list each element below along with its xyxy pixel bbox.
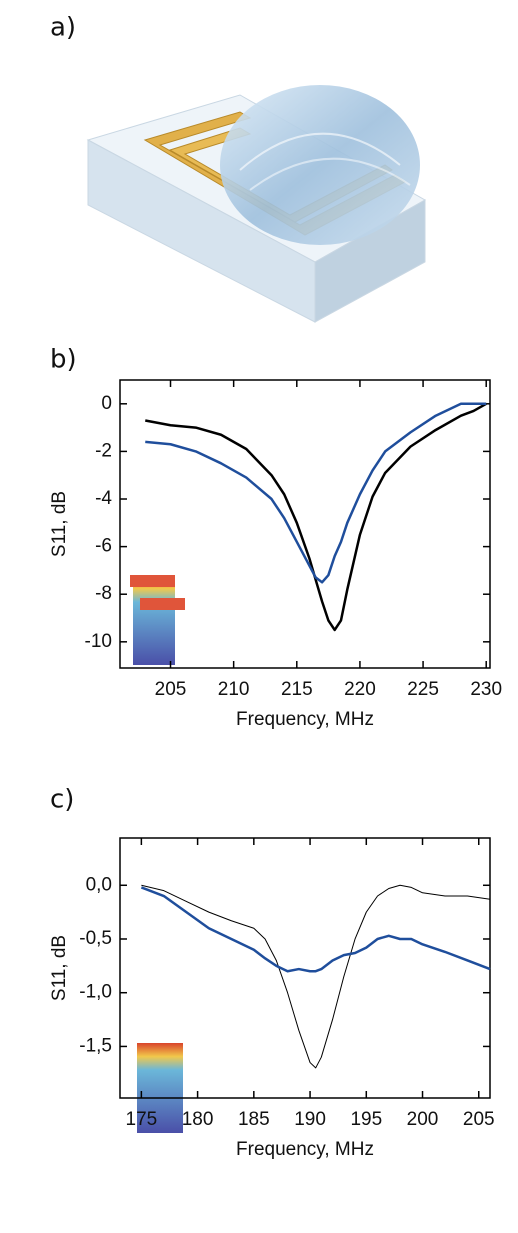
panel-label: b)	[50, 345, 77, 375]
data-line	[145, 402, 487, 584]
inset-b	[130, 575, 185, 665]
y-tick-label: -6	[95, 536, 112, 557]
x-tick-label: 175	[126, 1109, 158, 1130]
y-axis-label: S11, dB	[49, 935, 70, 1001]
y-tick-label: 0,0	[86, 874, 112, 895]
y-axis-label: S11, dB	[49, 491, 70, 557]
x-tick-label: 200	[407, 1109, 439, 1130]
x-axis-label: Frequency, MHz	[236, 1139, 374, 1160]
x-tick-label: 220	[344, 679, 376, 700]
y-tick-label: -2	[95, 440, 112, 461]
x-tick-label: 225	[407, 679, 439, 700]
y-tick-label: -1,5	[79, 1035, 112, 1056]
illustration	[86, 85, 427, 323]
inset-c	[137, 1043, 183, 1133]
x-tick-label: 190	[294, 1109, 326, 1130]
data-line	[141, 884, 491, 1069]
x-tick-label: 215	[281, 679, 313, 700]
y-tick-label: -0,5	[79, 928, 112, 949]
x-tick-label: 180	[182, 1109, 214, 1130]
panel-label: a)	[50, 13, 76, 43]
y-tick-label: -10	[85, 631, 112, 652]
x-tick-label: 210	[218, 679, 250, 700]
data-line	[140, 886, 491, 973]
y-tick-label: -4	[95, 488, 112, 509]
plot-frame	[119, 379, 491, 669]
x-tick-label: 205	[155, 679, 187, 700]
x-axis-label: Frequency, MHz	[236, 709, 374, 730]
panel-label: c)	[50, 785, 74, 815]
x-tick-label: 205	[463, 1109, 495, 1130]
y-tick-label: -1,0	[79, 982, 112, 1003]
y-tick-label: 0	[101, 393, 112, 414]
x-tick-label: 195	[350, 1109, 382, 1130]
y-tick-label: -8	[95, 583, 112, 604]
x-tick-label: 230	[470, 679, 502, 700]
x-tick-label: 185	[238, 1109, 270, 1130]
data-line	[145, 402, 487, 632]
